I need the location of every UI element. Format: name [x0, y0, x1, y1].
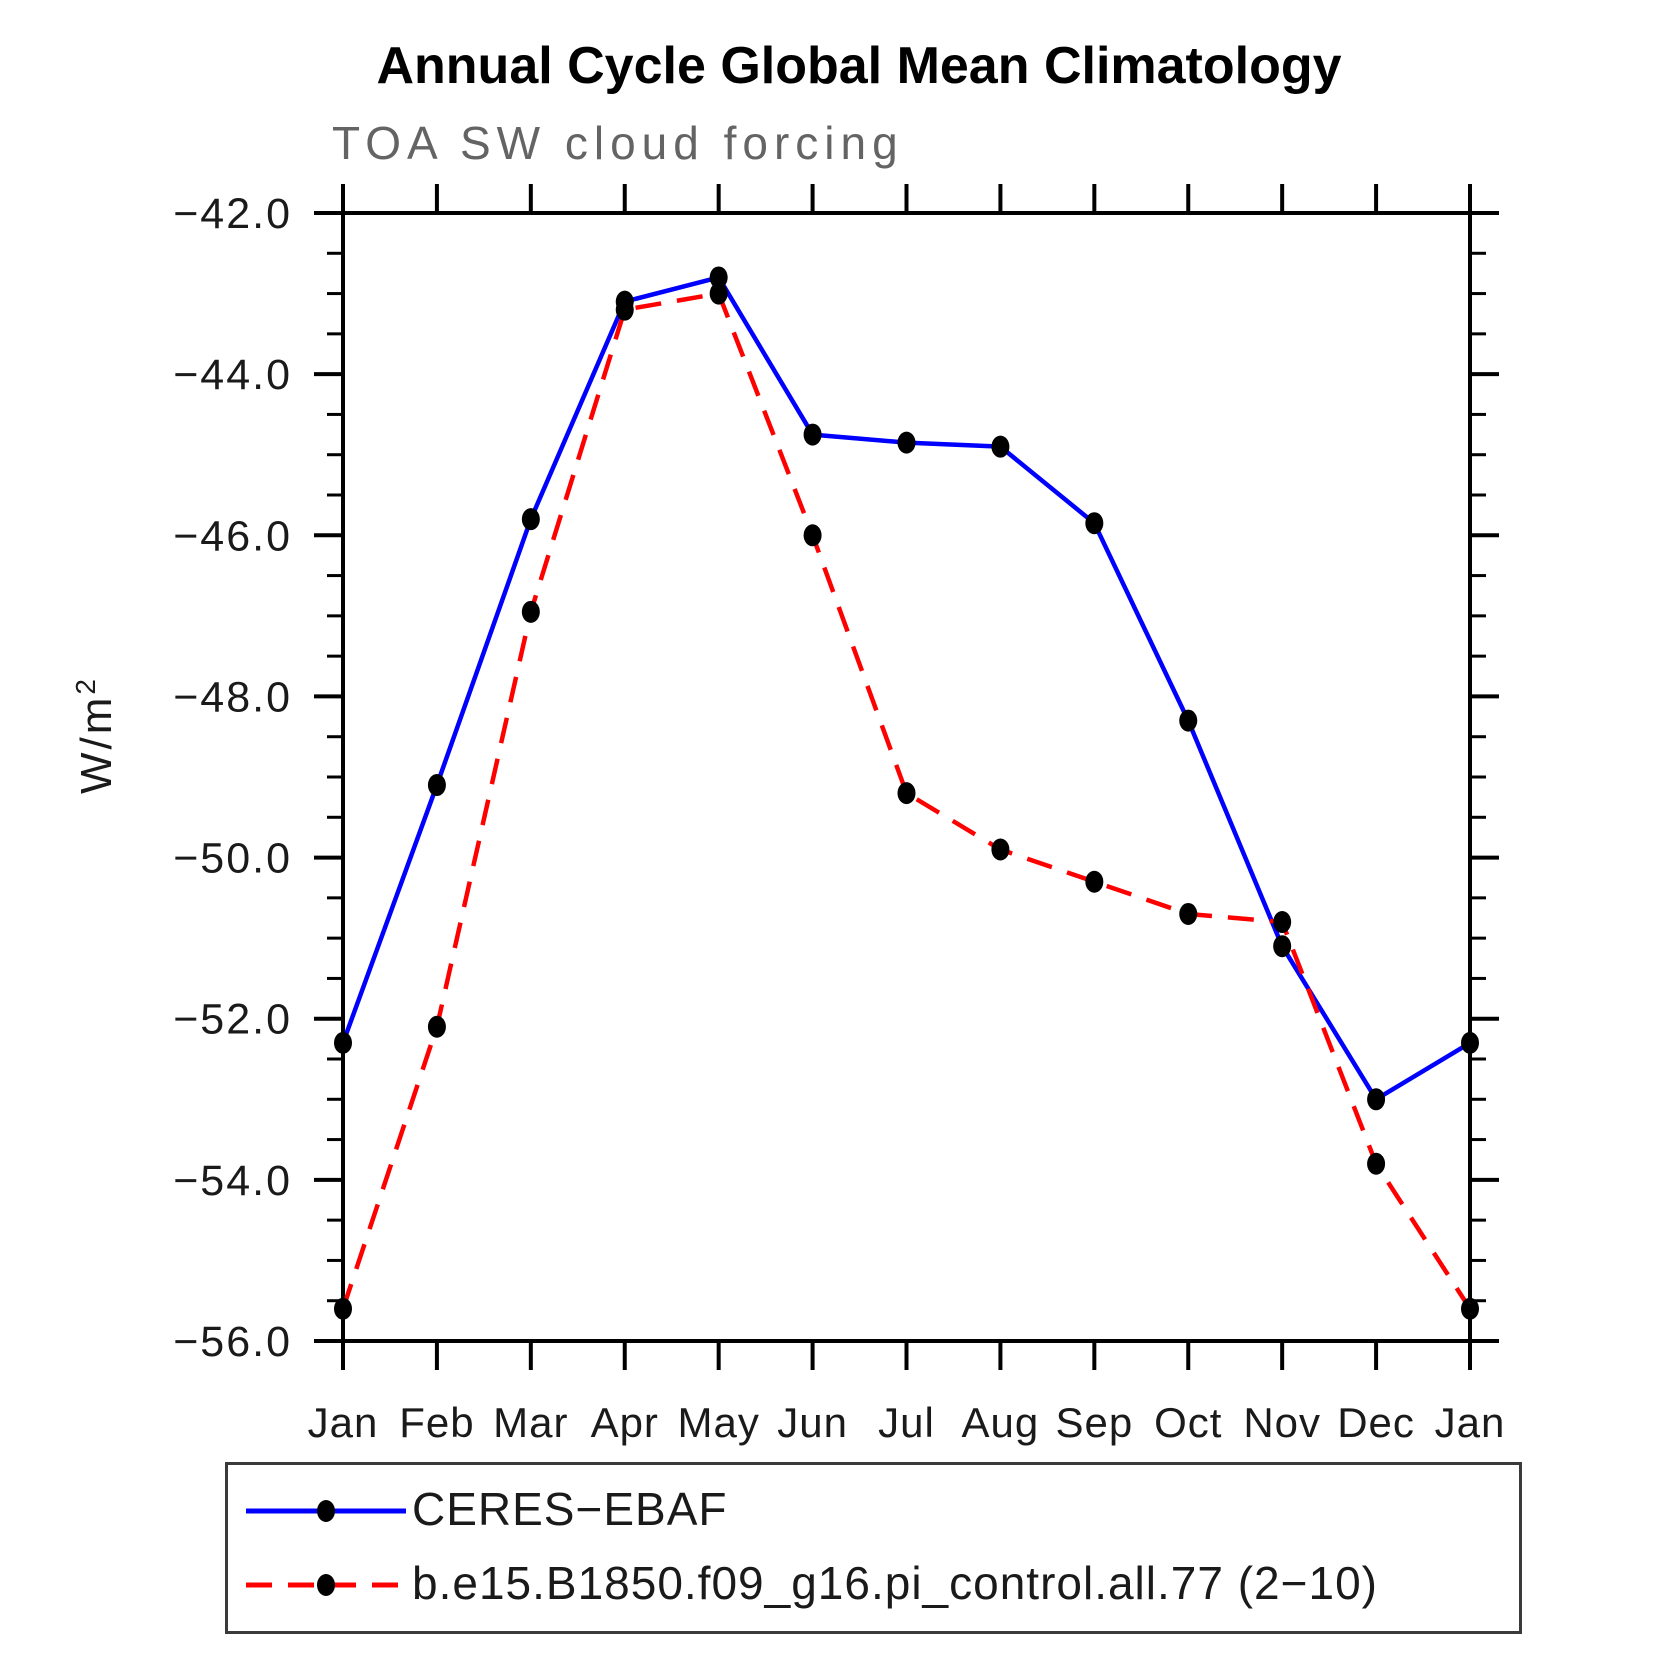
legend-label-ceres-ebaf: CERES−EBAF [412, 1483, 728, 1535]
data-point-marker-s0-May [709, 266, 728, 289]
data-point-marker-s1-Jan [334, 1297, 352, 1320]
data-point-marker-s0-Dec [1367, 1088, 1386, 1111]
chart-canvas: −42.0 −44.0 −46.0 −48.0 −50.0 −52.0 −54.0 −56.0… [173, 184, 1506, 1446]
x-axis-month-label: Jul [878, 1399, 935, 1446]
data-point-marker-s0-Jan [334, 1031, 352, 1054]
y-axis-tick-label: −44.0 [173, 351, 292, 399]
legend-sample-line-solid [246, 1500, 406, 1522]
data-point-marker-s1-Jun [803, 524, 822, 547]
y-axis-tick-label: −42.0 [173, 190, 292, 238]
x-axis-month-label: Jun [777, 1399, 848, 1446]
x-axis-month-label: Jan [1435, 1399, 1506, 1446]
legend-item-ceres-ebaf: CERES−EBAF [228, 1483, 1519, 1539]
data-point-marker-s0-Aug [991, 435, 1010, 458]
x-axis-month-label: Apr [591, 1399, 659, 1446]
data-point-marker-s0-Mar [521, 508, 540, 531]
data-point-marker-s0-Jul [897, 431, 916, 454]
legend-label-model-run: b.e15.B1850.f09_g16.pi_control.all.77 (2… [412, 1557, 1378, 1609]
y-axis-tick-label: −46.0 [173, 512, 292, 560]
data-point-marker-s1-Aug [991, 838, 1010, 861]
x-axis-month-label: Mar [493, 1399, 568, 1446]
x-axis-month-label: Oct [1154, 1399, 1222, 1446]
legend-marker-dot [317, 1500, 335, 1522]
data-point-marker-s1-Dec [1367, 1152, 1386, 1175]
data-point-marker-s1-Feb [427, 1015, 446, 1038]
data-point-marker-s1-Sep [1085, 870, 1104, 893]
data-point-marker-s1-Oct [1179, 902, 1198, 925]
legend-sample-line-dashed [246, 1574, 406, 1596]
data-point-marker-s1-Jan [1461, 1297, 1479, 1320]
data-point-marker-s0-Feb [427, 774, 446, 797]
data-point-marker-s1-Nov [1273, 911, 1292, 934]
legend-marker-dot [317, 1574, 335, 1596]
plot-frame [341, 211, 1472, 1343]
data-point-marker-s0-Jan [1461, 1031, 1479, 1054]
y-axis-tick-label: −52.0 [173, 996, 292, 1044]
y-axis-tick-label: −50.0 [173, 835, 292, 883]
data-point-marker-s0-Sep [1085, 512, 1104, 535]
data-point-marker-s0-Jun [803, 423, 822, 446]
y-axis-tick-label: −54.0 [173, 1157, 292, 1205]
x-axis-month-label: Nov [1243, 1399, 1321, 1446]
x-axis-month-label: Jan [308, 1399, 379, 1446]
data-point-marker-s0-Oct [1179, 709, 1198, 732]
data-point-marker-s1-Jul [897, 782, 916, 805]
y-axis-tick-label: −48.0 [173, 673, 292, 721]
x-axis-month-label: Feb [399, 1399, 474, 1446]
chart-title: Annual Cycle Global Mean Climatology [376, 37, 1342, 95]
legend-box: CERES−EBAF b.e15.B1850.f09_g16.pi_contro… [225, 1462, 1522, 1634]
legend-item-model-run: b.e15.B1850.f09_g16.pi_control.all.77 (2… [228, 1557, 1519, 1613]
data-point-marker-s1-May [709, 282, 728, 305]
chart-subtitle: TOA SW cloud forcing [332, 117, 904, 169]
x-axis-month-label: Dec [1337, 1399, 1415, 1446]
data-point-marker-s1-Apr [615, 298, 634, 321]
x-axis-month-label: Sep [1055, 1399, 1133, 1446]
data-point-marker-s0-Nov [1273, 935, 1292, 958]
x-axis-month-label: Aug [962, 1399, 1040, 1446]
data-point-marker-s1-Mar [521, 600, 540, 623]
y-axis-tick-label: −56.0 [173, 1318, 292, 1366]
x-axis-month-label: May [677, 1399, 759, 1446]
